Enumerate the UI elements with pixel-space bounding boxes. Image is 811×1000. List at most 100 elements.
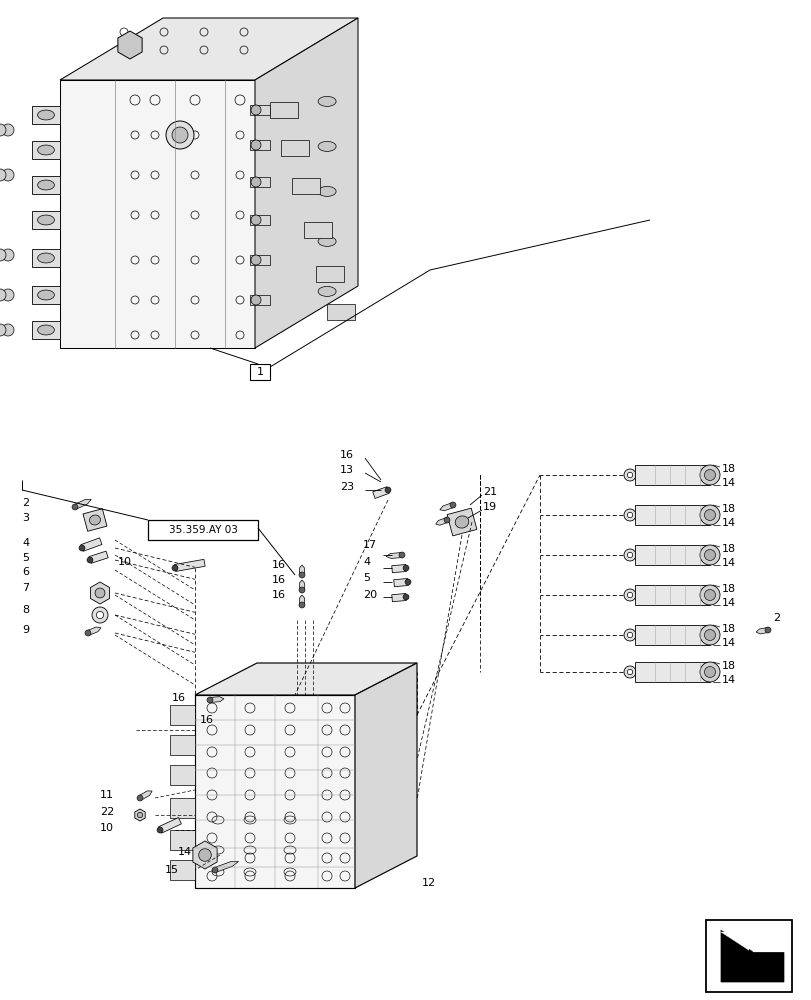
Circle shape [623,666,635,678]
Polygon shape [250,140,270,150]
Circle shape [298,572,305,578]
Polygon shape [634,662,709,682]
Text: 18: 18 [721,584,736,594]
Circle shape [72,504,78,510]
Text: 6: 6 [22,567,29,577]
Circle shape [623,469,635,481]
Circle shape [2,124,14,136]
Polygon shape [74,499,91,509]
Circle shape [627,512,632,518]
Circle shape [251,177,260,187]
Polygon shape [250,255,270,265]
Ellipse shape [318,141,336,151]
Ellipse shape [318,186,336,196]
Circle shape [2,289,14,301]
Polygon shape [720,928,783,982]
Text: 14: 14 [721,478,736,488]
Circle shape [0,249,6,261]
Circle shape [92,607,108,623]
Circle shape [0,124,6,136]
Circle shape [79,545,85,551]
Text: 16: 16 [272,560,285,570]
Text: 8: 8 [22,605,29,615]
Text: 9: 9 [22,625,29,635]
Text: 18: 18 [721,504,736,514]
Polygon shape [209,697,224,702]
Circle shape [704,630,714,640]
Circle shape [212,867,217,873]
Text: 18: 18 [721,661,736,671]
Text: 3: 3 [22,513,29,523]
Polygon shape [354,663,417,888]
Circle shape [199,849,211,861]
Polygon shape [316,266,344,282]
Circle shape [298,602,305,608]
Polygon shape [304,222,332,238]
Circle shape [85,630,91,636]
Ellipse shape [318,236,336,246]
Polygon shape [90,582,109,604]
Circle shape [623,509,635,521]
Polygon shape [634,505,709,525]
Polygon shape [755,628,767,634]
Polygon shape [634,545,709,565]
Polygon shape [169,735,195,755]
Circle shape [157,827,163,833]
Circle shape [699,585,719,605]
Polygon shape [634,625,709,645]
Text: 35.359.AY 03: 35.359.AY 03 [169,525,237,535]
Circle shape [627,669,632,675]
Circle shape [0,169,6,181]
Polygon shape [158,818,181,833]
Polygon shape [87,627,101,635]
Polygon shape [391,565,406,573]
Polygon shape [32,176,60,194]
Polygon shape [118,31,142,59]
Ellipse shape [318,286,336,296]
Circle shape [97,611,104,619]
Circle shape [449,502,456,508]
Circle shape [704,666,714,678]
Circle shape [627,552,632,558]
Polygon shape [32,141,60,159]
Text: 5: 5 [22,553,29,563]
Circle shape [402,565,409,571]
Circle shape [623,549,635,561]
Polygon shape [385,553,401,558]
Text: 22: 22 [100,807,114,817]
Polygon shape [174,559,205,571]
Circle shape [95,588,105,598]
Bar [148,520,258,540]
Circle shape [251,215,260,225]
Text: 11: 11 [100,790,114,800]
Circle shape [444,517,449,523]
Polygon shape [169,860,195,880]
Circle shape [2,249,14,261]
Text: 23: 23 [340,482,354,492]
Circle shape [627,632,632,638]
Polygon shape [291,178,320,194]
Circle shape [207,697,212,703]
Ellipse shape [37,110,54,120]
Polygon shape [250,215,270,225]
Polygon shape [169,765,195,785]
Text: 16: 16 [272,590,285,600]
Polygon shape [327,304,355,320]
Ellipse shape [89,515,101,525]
Text: 16: 16 [340,450,354,460]
Text: 4: 4 [363,557,370,567]
Circle shape [699,662,719,682]
Polygon shape [372,487,388,498]
Circle shape [764,627,770,633]
Ellipse shape [37,145,54,155]
Polygon shape [195,663,417,695]
Polygon shape [299,595,304,605]
Circle shape [251,105,260,115]
Bar [250,364,270,380]
Ellipse shape [455,516,468,528]
Circle shape [2,324,14,336]
Text: 21: 21 [483,487,496,497]
Polygon shape [89,551,108,563]
Circle shape [172,127,188,143]
Text: 16: 16 [172,693,186,703]
